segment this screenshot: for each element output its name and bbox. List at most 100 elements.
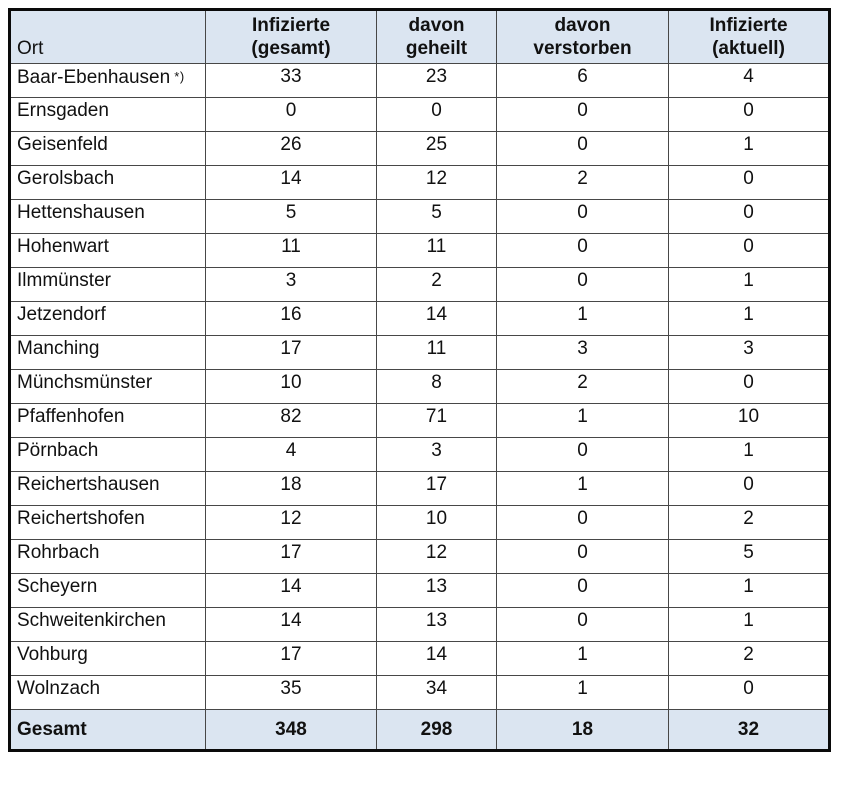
- gesamt-cell: 12: [205, 505, 377, 541]
- table-row: Manching 17 11 3 3: [9, 335, 830, 371]
- gesamt-cell: 33: [205, 63, 377, 99]
- aktuell-cell: 1: [668, 607, 830, 643]
- verstorben-cell: 0: [496, 573, 669, 609]
- aktuell-cell: 1: [668, 301, 830, 337]
- aktuell-cell: 3: [668, 335, 830, 371]
- aktuell-cell: 0: [668, 233, 830, 269]
- table-row: Münchsmünster 10 8 2 0: [9, 369, 830, 405]
- table-row: Vohburg 17 14 1 2: [9, 641, 830, 677]
- verstorben-cell: 1: [496, 403, 669, 439]
- column-header-infizierte-aktuell: Infizierte (aktuell): [668, 8, 830, 65]
- total-geheilt-cell: 298: [376, 709, 497, 752]
- verstorben-cell: 0: [496, 539, 669, 575]
- table-row: Wolnzach 35 34 1 0: [9, 675, 830, 711]
- total-aktuell-cell: 32: [668, 709, 830, 752]
- geheilt-cell: 10: [376, 505, 497, 541]
- ort-cell: Ernsgaden: [9, 97, 206, 133]
- gesamt-cell: 4: [205, 437, 377, 473]
- verstorben-cell: 1: [496, 675, 669, 711]
- table-row: Jetzendorf 16 14 1 1: [9, 301, 830, 337]
- geheilt-cell: 17: [376, 471, 497, 507]
- column-header-davon-verstorben: davon verstorben: [496, 8, 669, 65]
- aktuell-cell: 1: [668, 573, 830, 609]
- aktuell-cell: 1: [668, 267, 830, 303]
- aktuell-cell: 5: [668, 539, 830, 575]
- geheilt-cell: 23: [376, 63, 497, 99]
- verstorben-cell: 6: [496, 63, 669, 99]
- geheilt-cell: 11: [376, 233, 497, 269]
- aktuell-cell: 2: [668, 505, 830, 541]
- geheilt-cell: 71: [376, 403, 497, 439]
- verstorben-cell: 0: [496, 505, 669, 541]
- aktuell-cell: 1: [668, 131, 830, 167]
- column-header-ort: Ort: [9, 8, 206, 65]
- table-row: Gerolsbach 14 12 2 0: [9, 165, 830, 201]
- ort-cell: Pörnbach: [9, 437, 206, 473]
- verstorben-cell: 0: [496, 607, 669, 643]
- table-row: Hettenshausen 5 5 0 0: [9, 199, 830, 235]
- ort-cell: Scheyern: [9, 573, 206, 609]
- verstorben-cell: 0: [496, 437, 669, 473]
- geheilt-cell: 14: [376, 301, 497, 337]
- table-row: Baar-Ebenhausen *) 33 23 6 4: [9, 63, 830, 99]
- geheilt-cell: 0: [376, 97, 497, 133]
- table-row: Rohrbach 17 12 0 5: [9, 539, 830, 575]
- geheilt-cell: 11: [376, 335, 497, 371]
- ort-cell: Jetzendorf: [9, 301, 206, 337]
- table-row: Geisenfeld 26 25 0 1: [9, 131, 830, 167]
- aktuell-cell: 1: [668, 437, 830, 473]
- gesamt-cell: 0: [205, 97, 377, 133]
- gesamt-cell: 35: [205, 675, 377, 711]
- gesamt-cell: 17: [205, 539, 377, 575]
- geheilt-cell: 14: [376, 641, 497, 677]
- verstorben-cell: 2: [496, 369, 669, 405]
- table-row: Scheyern 14 13 0 1: [9, 573, 830, 609]
- ort-cell: Baar-Ebenhausen *): [9, 63, 206, 99]
- table-row: Pfaffenhofen 82 71 1 10: [9, 403, 830, 439]
- ort-cell: Münchsmünster: [9, 369, 206, 405]
- gesamt-cell: 5: [205, 199, 377, 235]
- table-row: Schweitenkirchen 14 13 0 1: [9, 607, 830, 643]
- aktuell-cell: 0: [668, 199, 830, 235]
- total-gesamt-cell: 348: [205, 709, 377, 752]
- gesamt-cell: 14: [205, 573, 377, 609]
- aktuell-cell: 0: [668, 471, 830, 507]
- gesamt-cell: 11: [205, 233, 377, 269]
- column-header-infizierte-gesamt: Infizierte (gesamt): [205, 8, 377, 65]
- ort-cell: Hohenwart: [9, 233, 206, 269]
- footnote-marker: *): [170, 69, 185, 85]
- total-row: Gesamt 348 298 18 32: [9, 709, 830, 752]
- gesamt-cell: 82: [205, 403, 377, 439]
- total-label: Gesamt: [9, 709, 206, 752]
- verstorben-cell: 1: [496, 301, 669, 337]
- aktuell-cell: 4: [668, 63, 830, 99]
- aktuell-cell: 10: [668, 403, 830, 439]
- table-row: Reichertshausen 18 17 1 0: [9, 471, 830, 507]
- geheilt-cell: 13: [376, 573, 497, 609]
- ort-cell: Wolnzach: [9, 675, 206, 711]
- gesamt-cell: 3: [205, 267, 377, 303]
- aktuell-cell: 0: [668, 675, 830, 711]
- geheilt-cell: 12: [376, 165, 497, 201]
- verstorben-cell: 0: [496, 97, 669, 133]
- geheilt-cell: 12: [376, 539, 497, 575]
- ort-cell: Ilmmünster: [9, 267, 206, 303]
- geheilt-cell: 3: [376, 437, 497, 473]
- geheilt-cell: 25: [376, 131, 497, 167]
- aktuell-cell: 2: [668, 641, 830, 677]
- table-row: Hohenwart 11 11 0 0: [9, 233, 830, 269]
- header-row: Ort Infizierte (gesamt) davon geheilt da…: [9, 8, 830, 65]
- ort-cell: Manching: [9, 335, 206, 371]
- geheilt-cell: 8: [376, 369, 497, 405]
- gesamt-cell: 17: [205, 335, 377, 371]
- aktuell-cell: 0: [668, 97, 830, 133]
- ort-cell: Vohburg: [9, 641, 206, 677]
- column-header-davon-geheilt: davon geheilt: [376, 8, 497, 65]
- verstorben-cell: 0: [496, 199, 669, 235]
- ort-cell: Gerolsbach: [9, 165, 206, 201]
- gesamt-cell: 14: [205, 165, 377, 201]
- gesamt-cell: 14: [205, 607, 377, 643]
- verstorben-cell: 1: [496, 641, 669, 677]
- gesamt-cell: 10: [205, 369, 377, 405]
